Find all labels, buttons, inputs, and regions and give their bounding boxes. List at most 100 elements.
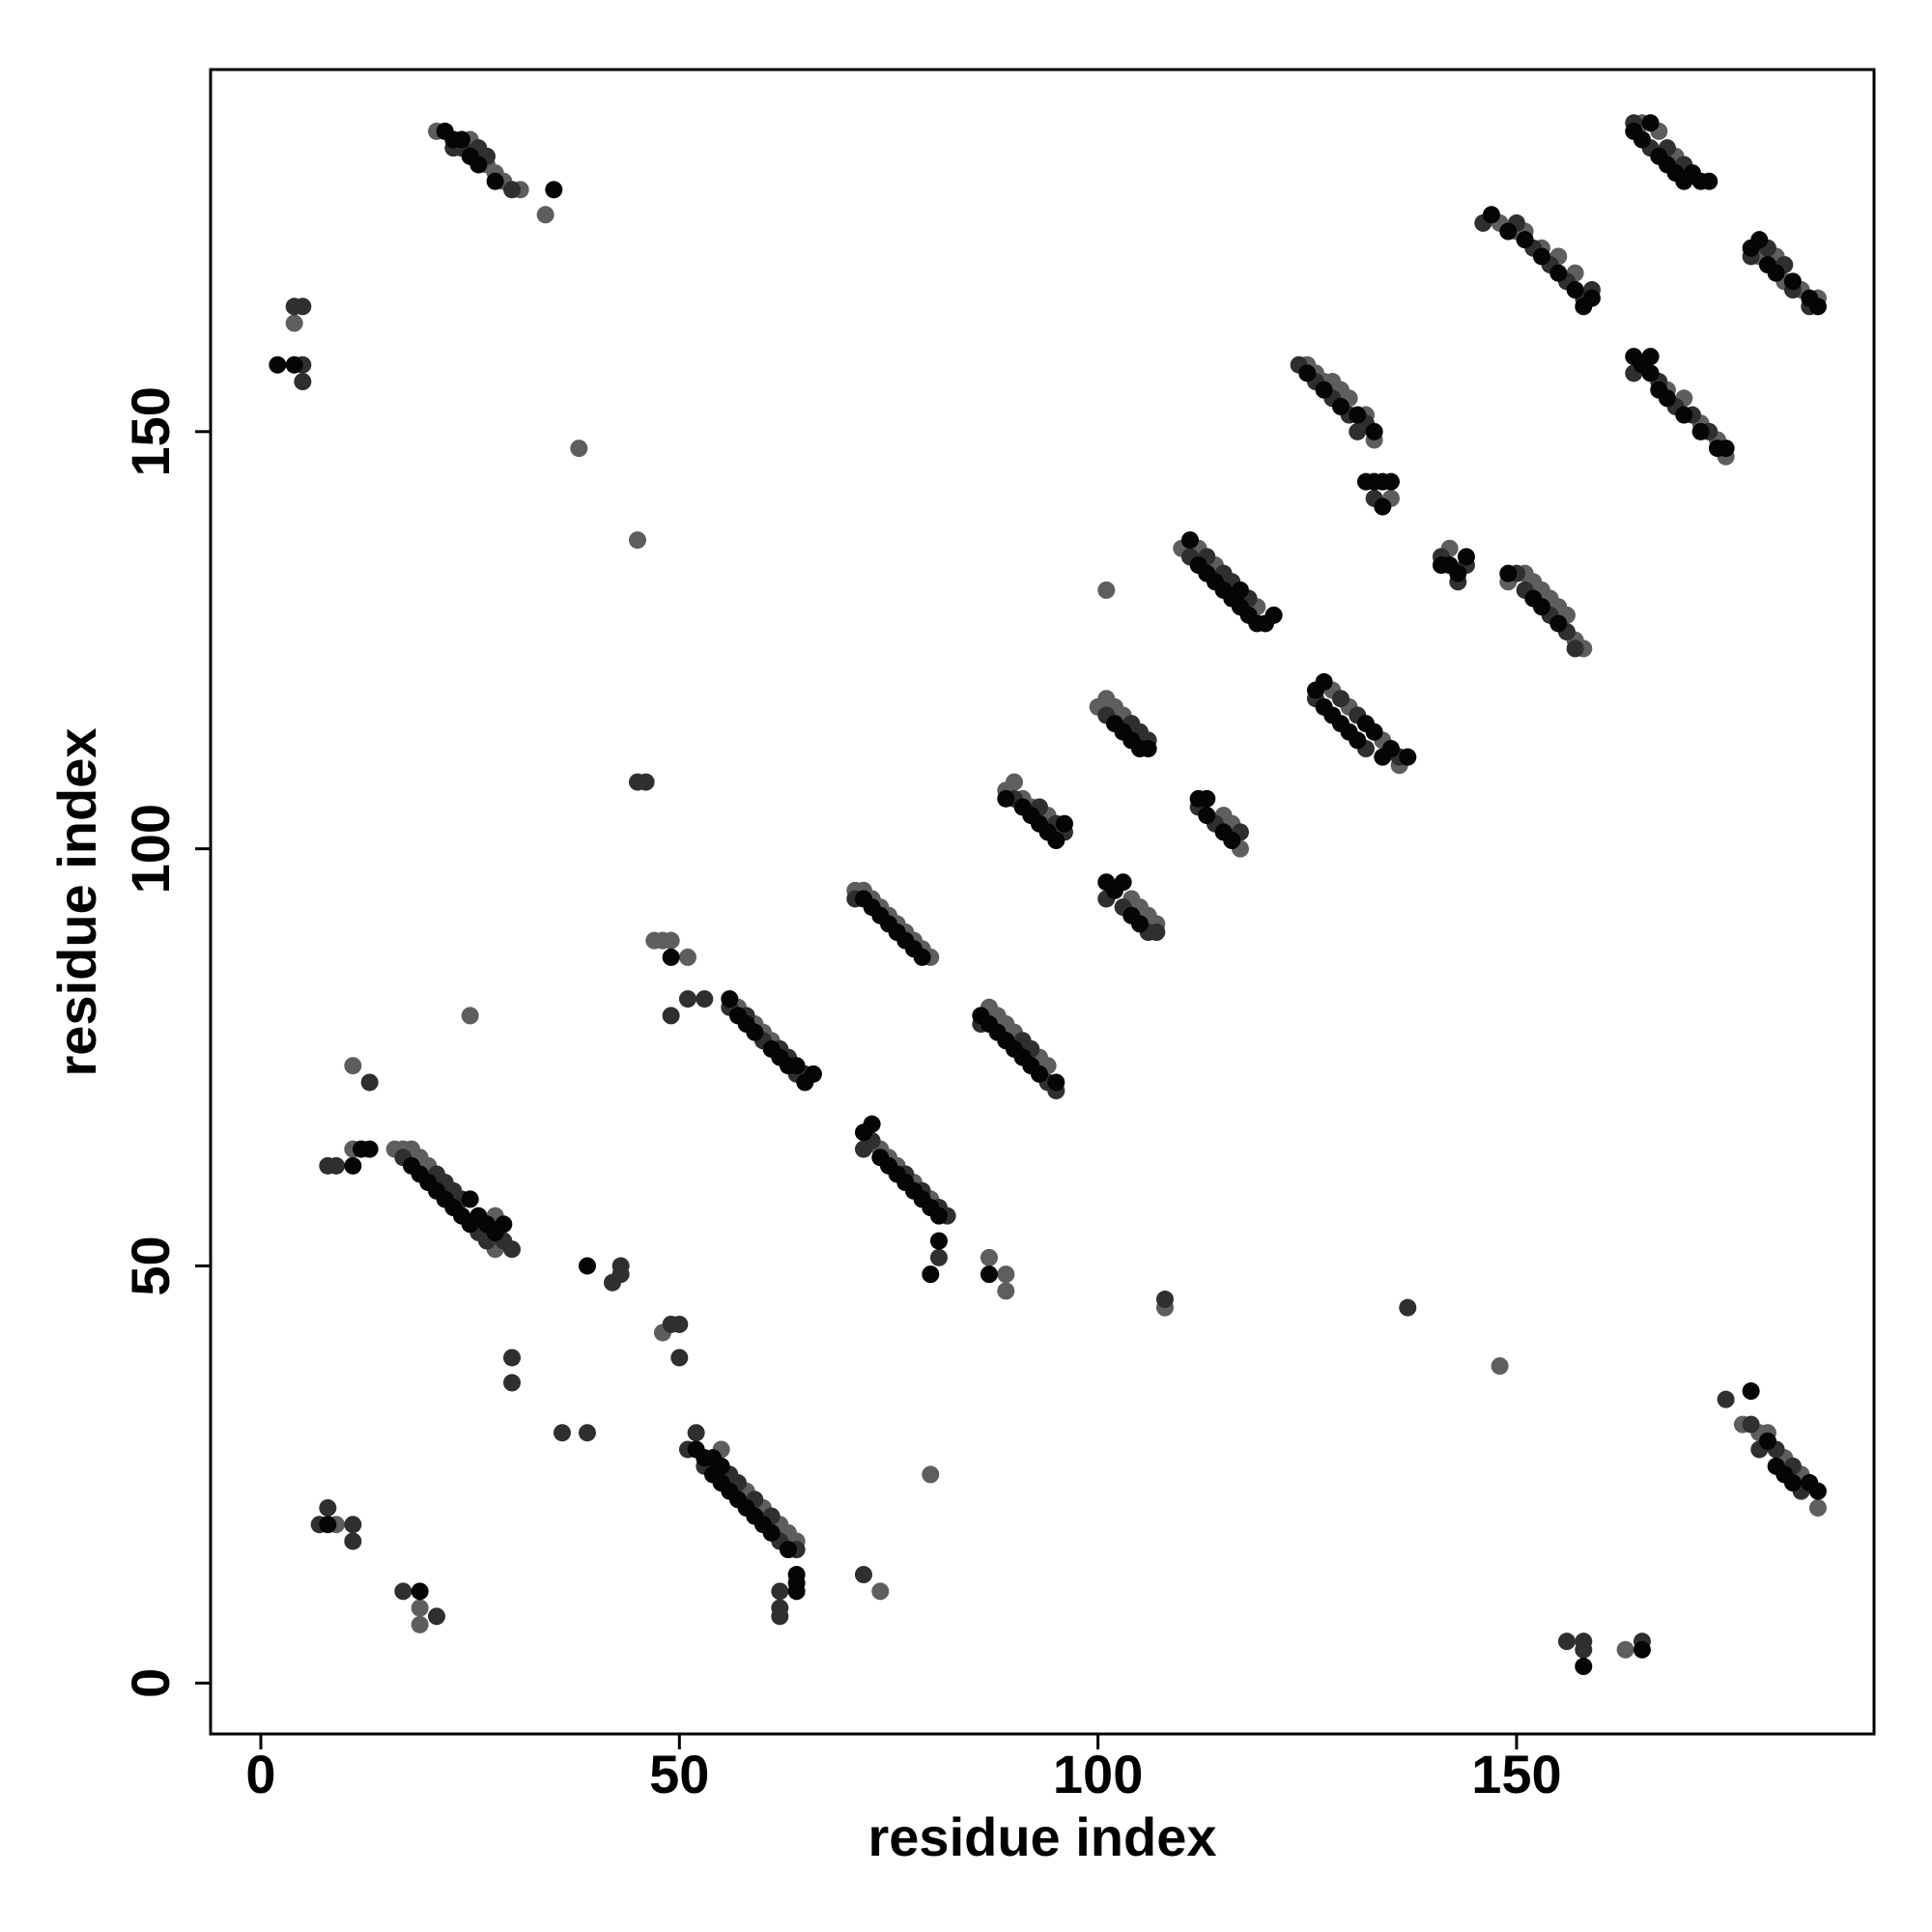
- point: [1139, 740, 1157, 758]
- point: [1047, 832, 1065, 850]
- point: [452, 130, 470, 149]
- point: [285, 355, 303, 374]
- point: [536, 206, 554, 224]
- point: [637, 773, 655, 791]
- point: [1198, 789, 1216, 808]
- y-tick-label: 50: [120, 1236, 181, 1295]
- point: [1641, 364, 1660, 383]
- point: [1566, 281, 1584, 299]
- point: [871, 1582, 890, 1601]
- y-axis-title: residue index: [46, 727, 107, 1076]
- point: [1557, 1633, 1576, 1651]
- point: [1742, 1382, 1760, 1401]
- point: [1549, 264, 1568, 282]
- point: [771, 1607, 789, 1626]
- point: [929, 1248, 948, 1266]
- point: [662, 931, 680, 950]
- point: [1783, 272, 1802, 291]
- point: [1633, 130, 1651, 149]
- point: [1114, 873, 1132, 892]
- point: [360, 1140, 379, 1158]
- point: [344, 1532, 362, 1550]
- point: [1315, 672, 1333, 691]
- point: [327, 1156, 345, 1175]
- point: [1148, 923, 1166, 942]
- x-tick-label: 50: [649, 1744, 709, 1804]
- point: [687, 1424, 705, 1442]
- point: [997, 1282, 1015, 1300]
- point: [411, 1599, 429, 1617]
- point: [545, 181, 563, 199]
- point: [360, 1073, 379, 1092]
- point: [1808, 1482, 1827, 1500]
- point: [1047, 1073, 1065, 1092]
- point: [1491, 1357, 1509, 1376]
- point: [411, 1615, 429, 1634]
- point: [1381, 740, 1400, 758]
- point: [1641, 114, 1660, 132]
- point: [1532, 598, 1550, 616]
- point: [344, 1057, 362, 1075]
- point: [269, 355, 287, 374]
- point: [1349, 406, 1367, 424]
- x-tick-label: 0: [245, 1744, 275, 1804]
- point: [1457, 548, 1475, 566]
- point: [553, 1424, 571, 1442]
- point: [294, 298, 312, 316]
- point: [1499, 564, 1518, 582]
- point: [1315, 381, 1333, 399]
- point: [854, 1566, 872, 1584]
- point: [1532, 247, 1550, 266]
- point: [1365, 422, 1383, 440]
- point: [787, 1057, 806, 1075]
- point: [502, 1374, 521, 1392]
- point: [997, 1265, 1015, 1284]
- point: [796, 1073, 814, 1092]
- point: [922, 1265, 940, 1284]
- point: [1030, 1065, 1048, 1083]
- point: [929, 1207, 948, 1225]
- point: [1223, 832, 1241, 850]
- point: [762, 1523, 781, 1542]
- point: [1499, 222, 1518, 241]
- point: [1399, 748, 1417, 766]
- point: [1298, 364, 1317, 383]
- point: [771, 1582, 789, 1601]
- point: [1641, 348, 1660, 366]
- point: [319, 1516, 337, 1534]
- point: [1399, 1298, 1417, 1317]
- point: [502, 1349, 521, 1367]
- point: [1516, 231, 1534, 249]
- point: [678, 948, 696, 966]
- point: [1180, 531, 1199, 550]
- point: [502, 181, 521, 199]
- y-tick-label: 150: [120, 386, 181, 476]
- point: [670, 1349, 689, 1367]
- point: [1675, 406, 1693, 424]
- point: [721, 990, 739, 1009]
- point: [1365, 723, 1383, 741]
- point: [502, 1240, 521, 1259]
- point: [461, 1190, 479, 1208]
- point: [1331, 397, 1350, 415]
- point: [319, 1498, 337, 1517]
- point: [469, 156, 488, 174]
- point: [712, 1457, 730, 1475]
- plot-frame: [209, 68, 1876, 1736]
- point: [1783, 1474, 1802, 1492]
- point: [1633, 1640, 1651, 1659]
- point: [670, 1315, 689, 1333]
- y-tick-label: 100: [120, 804, 181, 894]
- point: [1575, 298, 1593, 316]
- point: [1198, 807, 1216, 825]
- point: [1055, 814, 1073, 833]
- point: [1349, 422, 1367, 440]
- point: [1700, 172, 1719, 190]
- point: [1808, 298, 1827, 316]
- point: [1575, 1640, 1593, 1659]
- point: [779, 1541, 797, 1559]
- point: [394, 1582, 412, 1601]
- point: [1758, 1432, 1776, 1450]
- x-axis-title: residue index: [867, 1806, 1216, 1867]
- point: [929, 1232, 948, 1250]
